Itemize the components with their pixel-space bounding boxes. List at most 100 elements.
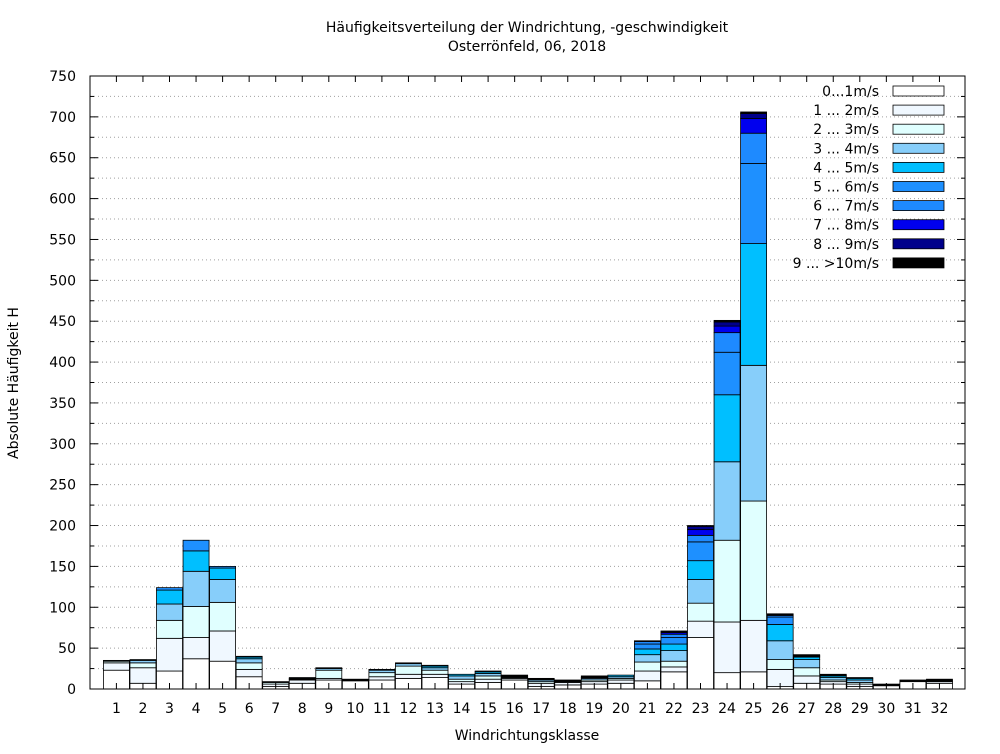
bar-segment (687, 534, 714, 543)
bar-segment (687, 529, 714, 536)
bar-segment (395, 673, 422, 679)
bar-segment (235, 658, 263, 664)
bar-segment (129, 659, 157, 661)
bar-segment (926, 678, 953, 681)
legend: 0...1m/s 1 ... 2m/s 2 ... 3m/s 3 ... 4m/s 4 … (793, 84, 945, 272)
bar-segment (209, 579, 237, 603)
bar-segment (288, 677, 316, 679)
x-tick-label: 30 (877, 701, 895, 717)
bar-segment (368, 676, 396, 681)
bar-segment (687, 525, 714, 527)
bar-segment (634, 643, 661, 650)
bar-segment (766, 613, 794, 616)
legend-label: 1 ... 2m/s (813, 103, 879, 119)
y-tick-label: 350 (49, 396, 76, 412)
x-tick-label: 28 (824, 701, 842, 717)
x-tick-label: 22 (665, 701, 683, 717)
bar-segment (740, 619, 767, 673)
x-tick-label: 24 (718, 701, 736, 717)
bar-segment (766, 640, 794, 660)
chart-subtitle: Osterrönfeld, 06, 2018 (448, 39, 606, 55)
bar-segment (740, 113, 767, 119)
y-tick-label: 500 (49, 273, 76, 289)
bar-segment (793, 667, 821, 677)
legend-swatch (892, 181, 945, 192)
bar-segment (129, 667, 157, 684)
bar-segment (554, 679, 582, 682)
bar-segment (209, 601, 237, 632)
legend-swatch (892, 161, 945, 173)
legend-swatch (892, 257, 945, 269)
x-tick-label: 19 (585, 701, 603, 717)
bar-segment (474, 670, 502, 673)
bar-segment (634, 648, 661, 656)
legend-swatch (892, 85, 945, 97)
bar-segment (634, 640, 661, 642)
bar-segment (660, 630, 688, 633)
bar-segment (156, 637, 183, 672)
x-tick-label: 27 (798, 701, 816, 717)
bar-segment (687, 620, 714, 638)
x-tick-label: 5 (218, 701, 227, 717)
bar-segment (209, 630, 237, 662)
bar-segment (713, 461, 741, 541)
bar-segment (766, 659, 794, 670)
x-tick-label: 17 (532, 701, 550, 717)
x-tick-label: 26 (771, 701, 789, 717)
y-tick-label: 200 (49, 519, 76, 535)
legend-swatch (892, 104, 945, 116)
bar-segment (209, 567, 237, 580)
x-tick-label: 13 (426, 701, 444, 717)
bar-segment (713, 394, 741, 463)
bar-segment (235, 655, 263, 658)
bar-segment (687, 602, 714, 622)
bar-segment (687, 560, 714, 580)
x-tick-label: 8 (298, 701, 307, 717)
x-tick-label: 6 (245, 701, 254, 717)
bar-segment (235, 662, 263, 670)
bar-segment (315, 669, 343, 679)
bar-segment (660, 643, 688, 651)
plot-border (89, 75, 966, 690)
bar-segment (103, 659, 130, 662)
y-tick-label: 550 (49, 232, 76, 248)
bar-segment (395, 662, 422, 665)
y-tick-label: 150 (49, 559, 76, 575)
bar-segment (634, 654, 661, 663)
bar-segment (766, 624, 794, 642)
y-tick-label: 50 (58, 641, 76, 657)
bar-segment (182, 570, 210, 607)
x-tick-label: 7 (271, 701, 280, 717)
bar-segment (395, 665, 422, 675)
bar-segment (660, 660, 688, 668)
y-tick-label: 600 (49, 192, 76, 208)
legend-swatch (892, 219, 945, 231)
y-tick-label: 300 (49, 437, 76, 453)
bar-segment (846, 677, 874, 679)
x-tick-label: 16 (506, 701, 524, 717)
bar-segment (580, 675, 608, 678)
bar-segment (368, 668, 396, 671)
bar-segment (713, 321, 741, 327)
bar-segment (474, 678, 502, 683)
bar-segment (103, 662, 130, 671)
legend-swatch (892, 142, 945, 154)
bar-segment (713, 319, 741, 323)
x-tick-label: 21 (638, 701, 656, 717)
x-tick-label: 14 (453, 701, 471, 717)
bar-segment (713, 325, 741, 334)
bar-segment (766, 616, 794, 625)
bar-segment (182, 606, 210, 638)
bar-segment (740, 243, 767, 366)
bar-segment (182, 550, 210, 572)
bar-segment (687, 579, 714, 604)
bar-segment (740, 111, 767, 114)
x-tick-label: 4 (192, 701, 201, 717)
bar-segment (713, 332, 741, 353)
x-tick-label: 32 (931, 701, 949, 717)
x-tick-label: 1 (112, 701, 121, 717)
bar-segment (156, 587, 183, 591)
chart-title: Häufigkeitsverteilung der Windrichtung, … (326, 20, 729, 36)
bar-segment (793, 654, 821, 656)
